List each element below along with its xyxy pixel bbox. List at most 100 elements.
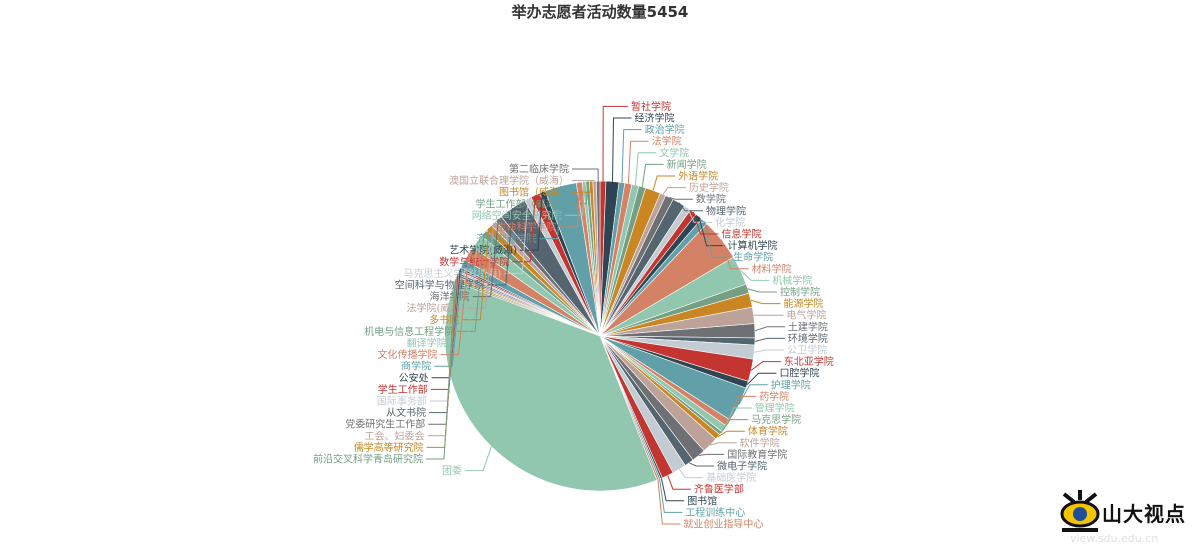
label-leader-line — [627, 140, 649, 184]
label-leader-line — [512, 195, 536, 263]
slice-label: 学生工作部（威海） — [476, 197, 566, 210]
slice-label: 国际事务部 — [377, 395, 427, 408]
label-leader-line — [717, 430, 745, 438]
label-leader-line — [727, 395, 757, 424]
slice-label: 数学院 — [696, 193, 726, 206]
slice-label: 信息学院 — [722, 228, 762, 241]
slice-label: 药学院 — [759, 390, 789, 403]
label-leader-line — [660, 478, 685, 502]
label-leader-line — [457, 233, 485, 332]
slice-label: 图书馆（威海） — [499, 186, 569, 199]
slice-label: 文学院 — [659, 146, 689, 159]
label-leader-line — [449, 241, 478, 344]
label-leader-line — [720, 239, 749, 270]
slice-label: 数学与统计学院 — [439, 255, 509, 268]
label-leader-line — [652, 175, 676, 191]
slice-label: 公卫学院 — [787, 344, 827, 357]
label-leader-line — [572, 180, 595, 182]
slice-label: 化学院 — [715, 216, 745, 229]
slice-label: 第二临床学院 — [509, 163, 569, 176]
slice-label: 艺术学院(威海) — [449, 244, 517, 257]
label-leader-line — [564, 181, 585, 216]
slice-label: 政治学院 — [645, 123, 685, 136]
label-leader-line — [688, 462, 715, 467]
label-leader-line — [698, 453, 725, 456]
label-leader-line — [723, 407, 752, 430]
label-leader-line — [539, 186, 561, 240]
label-leader-line — [465, 446, 492, 472]
label-leader-line — [467, 223, 495, 309]
slice-label: 马克思主义学院(威海) — [403, 267, 501, 280]
label-leader-line — [667, 475, 691, 490]
label-leader-line — [678, 468, 704, 479]
label-leader-line — [740, 270, 770, 281]
slice-label: 前沿交叉科学青岛研究院 — [313, 453, 423, 466]
slice-label: 物理学院 — [706, 204, 746, 217]
slice-label: 电气学院 — [787, 309, 827, 322]
slice-label: 团委 — [442, 464, 462, 477]
slice-label: 国际教育学院 — [727, 448, 787, 461]
label-leader-line — [746, 372, 777, 386]
label-leader-line — [634, 152, 657, 186]
label-leader-line — [657, 479, 681, 525]
slice-label: 图书馆 — [687, 494, 717, 507]
label-leader-line — [754, 349, 785, 353]
label-leader-line — [504, 198, 529, 274]
watermark-logo: 山大视点 view.sdu.edu.cn — [1050, 486, 1200, 556]
label-leader-line — [709, 442, 737, 446]
slice-label: 计算机学院 — [728, 239, 778, 252]
label-leader-line — [747, 288, 777, 293]
label-leader-line — [440, 253, 470, 356]
watermark-url: view.sdu.edu.cn — [1070, 532, 1159, 545]
slice-label: 经济学院 — [635, 112, 675, 125]
slice-label: 控制学院 — [780, 286, 820, 299]
slice-label: 管理学院 — [755, 402, 795, 415]
slice-label: 网络空间安全研究院 — [472, 209, 562, 222]
label-leader-line — [750, 299, 781, 305]
slice-label: 文化传播学院 — [378, 348, 438, 361]
slice-label: 生命学院 — [733, 251, 773, 264]
pie-slice[interactable] — [596, 180, 601, 337]
pie-slice[interactable] — [444, 281, 658, 492]
slice-label: 商学院 — [401, 360, 431, 373]
slice-label: 历史学院 — [689, 181, 729, 194]
slice-label: 工程训练中心 — [685, 506, 745, 519]
slice-label: 齐鲁医学部 — [694, 483, 744, 496]
slice-label: 澳国立联合理学院（威海） — [449, 174, 569, 187]
label-leader-line — [487, 207, 514, 286]
label-leader-line — [698, 216, 725, 247]
slice-label: 法学院(威海) — [406, 302, 464, 315]
label-leader-line — [686, 207, 713, 223]
label-leader-line — [572, 168, 599, 182]
label-leader-line — [621, 129, 642, 183]
label-leader-line — [426, 280, 456, 460]
slice-label: 齐鲁交通学院 — [477, 232, 537, 245]
label-leader-line — [572, 181, 592, 193]
slice-label: 党委研究生工作部 — [345, 418, 425, 431]
slice-label: 暂社学院 — [631, 100, 671, 113]
label-leader-line — [703, 221, 731, 258]
slice-label: 新闻学院 — [667, 158, 707, 171]
label-leader-line — [754, 326, 785, 332]
slice-label: 多书院 — [429, 313, 459, 326]
slice-label: 基础医学院 — [706, 471, 756, 484]
slice-label: 机电与信息工程学院 — [364, 325, 454, 338]
slice-label: 空间科学与物理学院 — [395, 279, 485, 292]
pie-labels: 暂社学院经济学院政治学院法学院文学院新闻学院外语学院历史学院数学院物理学院化学院… — [313, 100, 834, 531]
slice-label: 体育学院 — [748, 425, 788, 438]
label-leader-line — [754, 337, 785, 342]
label-leader-line — [750, 361, 781, 371]
label-leader-line — [692, 212, 719, 235]
slice-label: 土建学院 — [788, 320, 828, 333]
slice-label: 外语学院 — [678, 170, 718, 183]
label-leader-line — [678, 202, 703, 212]
label-leader-line — [720, 419, 749, 434]
slice-label: 学生工作部 — [378, 383, 428, 396]
pie-slices — [444, 180, 756, 492]
label-leader-line — [669, 197, 693, 200]
slice-label: 微电子学院 — [717, 460, 767, 473]
label-leader-line — [738, 384, 768, 405]
watermark-name: 山大视点 — [1102, 502, 1186, 526]
slice-label: 机械学院 — [772, 274, 812, 287]
